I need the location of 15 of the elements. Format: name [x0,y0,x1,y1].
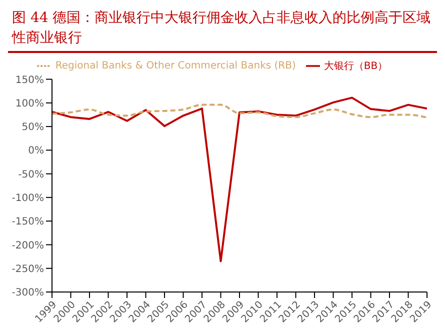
y-tick-label: -250% [12,264,44,275]
legend-label: 大银行（BB） [324,61,388,72]
y-tick-label: -100% [12,193,44,204]
y-tick-label: 150% [15,74,44,86]
chart-title: 图 44 德国：商业银行中大银行佣金收入占非息收入的比例高于区域性商业银行 [8,8,437,53]
y-tick-label: 50% [22,122,44,134]
y-tick-label: 0% [28,146,44,157]
legend-label: Regional Banks & Other Commercial Banks (RB) [55,61,296,72]
y-tick-label: -150% [12,216,44,228]
y-tick-label: -50% [18,169,44,180]
y-tick-label: -200% [12,240,44,252]
y-tick-label: 100% [15,98,44,110]
line-series [51,96,428,262]
line-series [51,104,428,119]
y-tick-label: -300% [12,288,44,299]
